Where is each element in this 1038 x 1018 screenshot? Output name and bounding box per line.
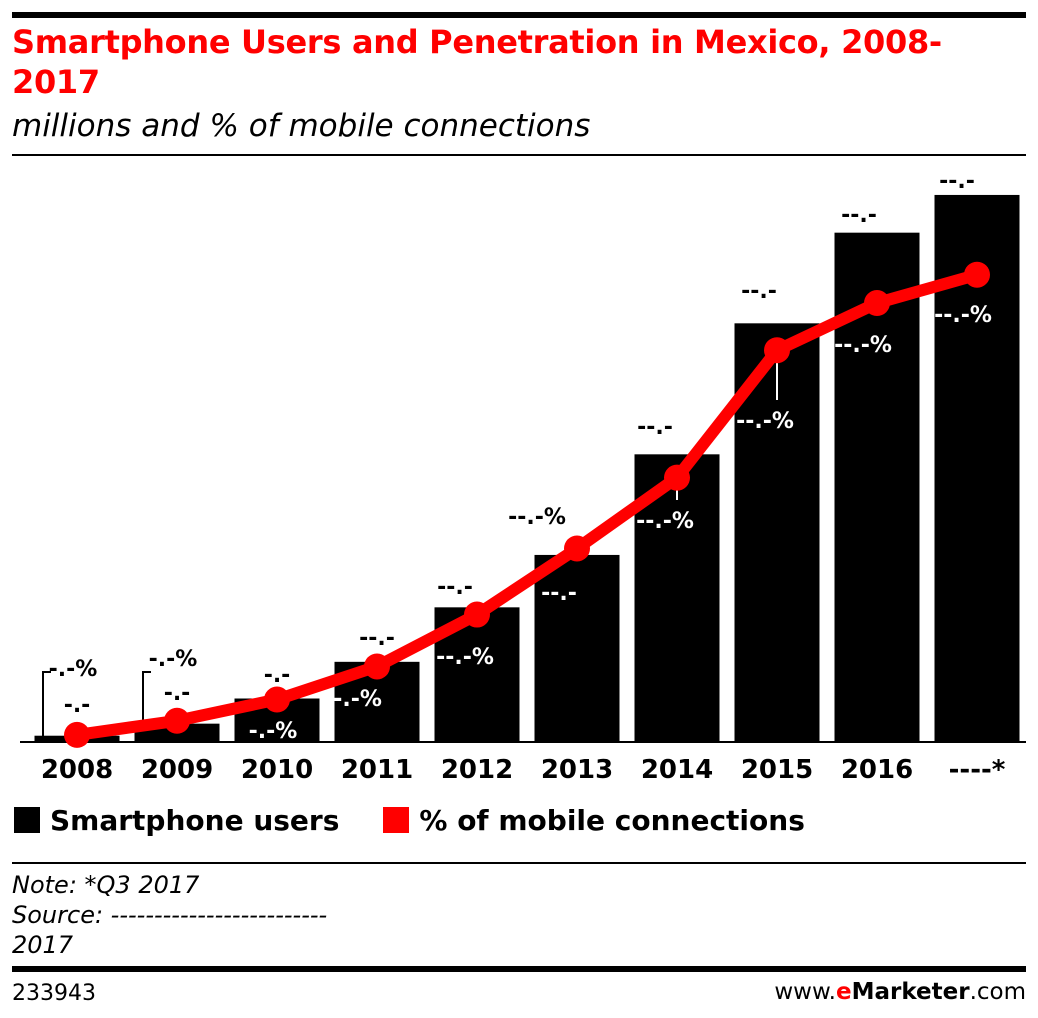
bar-value-label-6: --.- — [637, 415, 673, 440]
bar-value-label-2: -.- — [264, 663, 291, 688]
line-value-label-7: --.-% — [736, 409, 794, 434]
note-text: Note: *Q3 2017 — [12, 871, 200, 899]
chart-title: Smartphone Users and Penetration in Mexi… — [12, 23, 942, 101]
x-tick-label-6: 2014 — [641, 755, 713, 785]
notes-divider — [12, 862, 1026, 864]
penetration-point-2014 — [664, 464, 690, 491]
bottom-rule — [12, 966, 1026, 972]
x-tick-label-1: 2009 — [141, 755, 213, 785]
x-tick-label-7: 2015 — [741, 755, 813, 785]
line-value-label-1: -.-% — [149, 647, 198, 672]
chart-subtitle: millions and % of mobile connections — [12, 108, 591, 144]
x-tick-label-4: 2012 — [441, 755, 513, 785]
leader-line-0 — [42, 671, 51, 736]
penetration-point-2011 — [364, 653, 390, 680]
legend-label-penetration: % of mobile connections — [419, 803, 805, 837]
top-rule — [12, 12, 1026, 18]
legend-swatch-penetration — [383, 807, 410, 833]
penetration-point-2008 — [64, 721, 90, 748]
line-value-label-8: --.-% — [834, 333, 892, 358]
source-text: Source: ------------------------- — [12, 901, 328, 929]
chart-notes: Note: *Q3 2017 Source: -----------------… — [12, 870, 327, 960]
bars-group — [34, 194, 1020, 743]
line-value-label-4: --.-% — [436, 645, 494, 670]
source-year: 2017 — [12, 931, 74, 959]
chart-legend: Smartphone users % of mobile connections — [14, 800, 849, 840]
line-value-label-6: --.-% — [636, 509, 694, 534]
bar-value-label-1: -.- — [164, 681, 191, 706]
bar-value-label-0: -.- — [64, 693, 91, 718]
legend-item-penetration: % of mobile connections — [383, 803, 805, 837]
x-tick-label-9: ----* — [949, 755, 1006, 785]
bar-2013 — [534, 554, 620, 742]
penetration-point-2009 — [164, 707, 190, 734]
penetration-point-2013 — [564, 535, 590, 562]
penetration-point-----* — [964, 261, 990, 288]
bar-value-label-7: --.- — [741, 279, 777, 304]
chart-id: 233943 — [12, 981, 96, 1006]
line-value-label-3: --.-% — [324, 687, 382, 712]
penetration-point-2016 — [864, 290, 890, 317]
line-value-label-9: --.-% — [934, 303, 992, 328]
emarketer-logo: www.eMarketer.com — [774, 979, 1026, 1005]
bar-value-label-3: --.- — [359, 626, 395, 651]
header-divider — [12, 154, 1026, 156]
x-tick-label-8: 2016 — [841, 755, 913, 785]
line-value-label-2: -.-% — [249, 719, 298, 744]
penetration-point-2012 — [464, 601, 490, 628]
legend-item-users: Smartphone users — [14, 804, 339, 837]
penetration-point-2015 — [764, 337, 790, 364]
x-tick-label-0: 2008 — [41, 755, 113, 785]
x-tick-label-3: 2011 — [341, 755, 413, 785]
penetration-point-2010 — [264, 686, 290, 713]
x-tick-label-5: 2013 — [541, 755, 613, 785]
penetration-line — [71, 268, 983, 741]
bar-value-label-9: --.- — [939, 169, 975, 194]
bar-value-label-5: --.- — [541, 581, 577, 606]
legend-swatch-users — [14, 807, 40, 833]
legend-label-users: Smartphone users — [50, 803, 340, 837]
x-tick-label-2: 2010 — [241, 755, 313, 785]
bar-value-label-4: --.- — [437, 575, 473, 600]
line-value-label-0: -.-% — [49, 657, 98, 682]
bar-value-label-8: --.- — [841, 203, 877, 228]
line-value-label-5: --.-% — [508, 505, 566, 530]
leader-line-1 — [142, 671, 151, 736]
